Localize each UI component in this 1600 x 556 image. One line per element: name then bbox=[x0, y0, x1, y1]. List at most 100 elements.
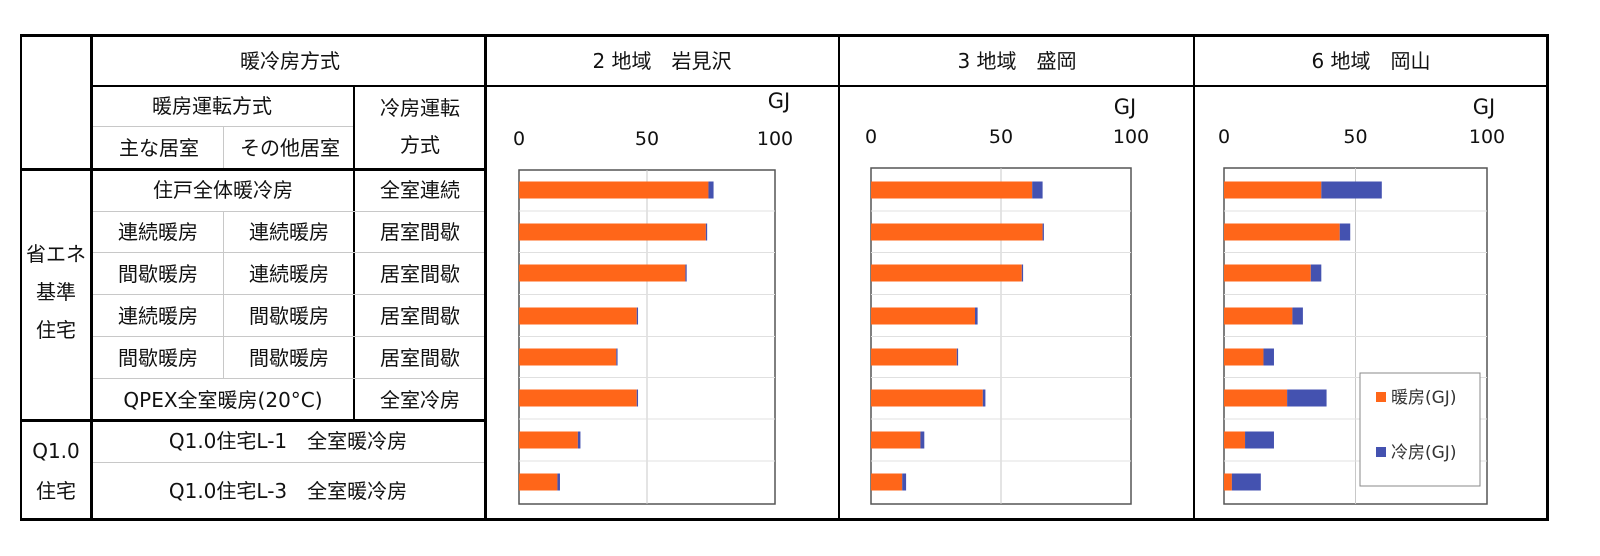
chart-1-bar-cooling bbox=[636, 307, 639, 325]
chart-2-tick-label: 50 bbox=[989, 126, 1013, 148]
chart-1-title: 2 地域 岩見沢 bbox=[592, 49, 732, 73]
chart-3-title: 6 地域 岡山 bbox=[1311, 49, 1431, 73]
row-divider-r5 bbox=[93, 378, 484, 379]
group-label-energy-standard-3: 住宅 bbox=[36, 318, 76, 342]
chart-1-bar-cooling bbox=[557, 473, 560, 491]
legend-label-2: 冷房(GJ) bbox=[1391, 443, 1456, 463]
row-6-cooling: 全室冷房 bbox=[380, 388, 460, 412]
row-2-other-room: 連続暖房 bbox=[249, 220, 329, 244]
row-4-cooling: 居室間歇 bbox=[380, 304, 460, 328]
chart-3-tick-label: 100 bbox=[1469, 126, 1505, 148]
border-bottom bbox=[20, 518, 1549, 521]
legend-box bbox=[1359, 372, 1481, 487]
row-3-other-room: 連続暖房 bbox=[249, 262, 329, 286]
chart-3-bar-heating bbox=[1224, 389, 1288, 407]
chart-1-bar-cooling bbox=[705, 223, 708, 241]
chart-2-bar-cooling bbox=[956, 348, 959, 366]
col-divider-chart-1 bbox=[838, 34, 840, 521]
row-divider-r4 bbox=[93, 336, 484, 337]
row-2-cooling: 居室間歇 bbox=[380, 220, 460, 244]
chart-3-bar-heating bbox=[1224, 473, 1232, 491]
chart-1-bar-cooling bbox=[708, 181, 714, 199]
group-label-q10-2: 住宅 bbox=[36, 479, 76, 503]
group-label-energy-standard-1: 省エネ bbox=[26, 242, 86, 266]
chart-3-bar-cooling bbox=[1263, 348, 1274, 366]
row-5-cooling: 居室間歇 bbox=[380, 346, 460, 370]
main-room-header: 主な居室 bbox=[119, 136, 199, 160]
chart-2-title: 3 地域 盛岡 bbox=[957, 49, 1077, 73]
legend-label-1: 暖房(GJ) bbox=[1391, 388, 1456, 408]
chart-1-bar-cooling bbox=[636, 389, 639, 407]
chart-2-bar-cooling bbox=[1042, 223, 1044, 241]
chart-1-tick-label: 50 bbox=[635, 128, 659, 150]
chart-1-bar-heating bbox=[519, 223, 706, 241]
other-room-header: その他居室 bbox=[240, 136, 340, 160]
row-1-system: 住戸全体暖冷房 bbox=[153, 178, 293, 202]
chart-2-bar-cooling bbox=[1021, 264, 1024, 282]
chart-3-bar-cooling bbox=[1245, 431, 1274, 449]
chart-2-bar-cooling bbox=[902, 473, 907, 491]
system-title: 暖冷房方式 bbox=[240, 49, 340, 73]
chart-1-unit-label: GJ bbox=[768, 89, 790, 113]
row-7-system: Q1.0住宅L-1 全室暖冷房 bbox=[168, 429, 408, 453]
row-3-cooling: 居室間歇 bbox=[380, 262, 460, 286]
chart-2-unit-label: GJ bbox=[1114, 95, 1136, 119]
cooling-mode-title-line2: 方式 bbox=[400, 133, 440, 157]
chart-2-bar-heating bbox=[871, 181, 1033, 199]
chart-3-bar-cooling bbox=[1287, 389, 1327, 407]
chart-2-bar-heating bbox=[871, 389, 983, 407]
chart-1-bar-cooling bbox=[685, 264, 687, 282]
group-label-q10-1: Q1.0 bbox=[32, 439, 80, 463]
chart-1-tick-label: 100 bbox=[757, 128, 793, 150]
row-5-other-room: 間歇暖房 bbox=[249, 346, 329, 370]
chart-1-tick-label: 0 bbox=[513, 128, 525, 150]
chart-2-bar-heating bbox=[871, 473, 903, 491]
chart-3-unit-label: GJ bbox=[1473, 95, 1495, 119]
chart-2-bar-heating bbox=[871, 431, 921, 449]
row-divider-r3 bbox=[93, 294, 484, 295]
group-label-energy-standard-2: 基準 bbox=[36, 280, 76, 304]
chart-1-bar-heating bbox=[519, 431, 578, 449]
chart-2-bar-cooling bbox=[920, 431, 925, 449]
row-1-cooling: 全室連続 bbox=[380, 178, 460, 202]
chart-3-tick-label: 0 bbox=[1218, 126, 1230, 148]
border-top bbox=[20, 34, 1549, 37]
border-right bbox=[1546, 34, 1549, 521]
col-divider-room-body bbox=[223, 211, 224, 378]
row-3-main-room: 間歇暖房 bbox=[118, 262, 198, 286]
chart-2-bar-heating bbox=[871, 307, 975, 325]
row-divider-r7 bbox=[93, 462, 484, 463]
chart-3-tick-label: 50 bbox=[1343, 126, 1367, 148]
row-4-other-room: 間歇暖房 bbox=[249, 304, 329, 328]
row-6-system: QPEX全室暖房(20°C) bbox=[123, 388, 323, 412]
chart-3-bar-cooling bbox=[1310, 264, 1322, 282]
row-divider-header-1 bbox=[90, 85, 1549, 87]
col-divider-table-chart bbox=[484, 34, 487, 521]
chart-2-bar-heating bbox=[871, 348, 957, 366]
chart-1-bar-heating bbox=[519, 348, 617, 366]
row-divider-r2 bbox=[93, 252, 484, 253]
chart-3-bar-heating bbox=[1224, 223, 1340, 241]
col-divider-group bbox=[90, 34, 93, 521]
row-divider-r1 bbox=[93, 211, 484, 212]
chart-3-bar-heating bbox=[1224, 307, 1293, 325]
chart-1-bar-heating bbox=[519, 473, 558, 491]
row-4-main-room: 連続暖房 bbox=[118, 304, 198, 328]
chart-3-bar-cooling bbox=[1231, 473, 1261, 491]
chart-3-bar-heating bbox=[1224, 348, 1264, 366]
chart-2-bar-heating bbox=[871, 264, 1022, 282]
cooling-mode-title-line1: 冷房運転 bbox=[380, 96, 460, 120]
chart-2-bar-cooling bbox=[982, 389, 986, 407]
row-8-system: Q1.0住宅L-3 全室暖冷房 bbox=[168, 479, 408, 503]
border-left bbox=[20, 34, 22, 521]
row-5-main-room: 間歇暖房 bbox=[118, 346, 198, 370]
col-divider-cooling bbox=[353, 85, 355, 421]
chart-3-bar-heating bbox=[1224, 264, 1311, 282]
legend-swatch-1 bbox=[1376, 392, 1386, 402]
chart-3-bar-cooling bbox=[1339, 223, 1351, 241]
row-divider-header-2 bbox=[20, 168, 487, 171]
row-divider-group bbox=[20, 419, 487, 422]
chart-2-tick-label: 0 bbox=[865, 126, 877, 148]
chart-1-bar-heating bbox=[519, 264, 686, 282]
chart-2-bar-heating bbox=[871, 223, 1043, 241]
